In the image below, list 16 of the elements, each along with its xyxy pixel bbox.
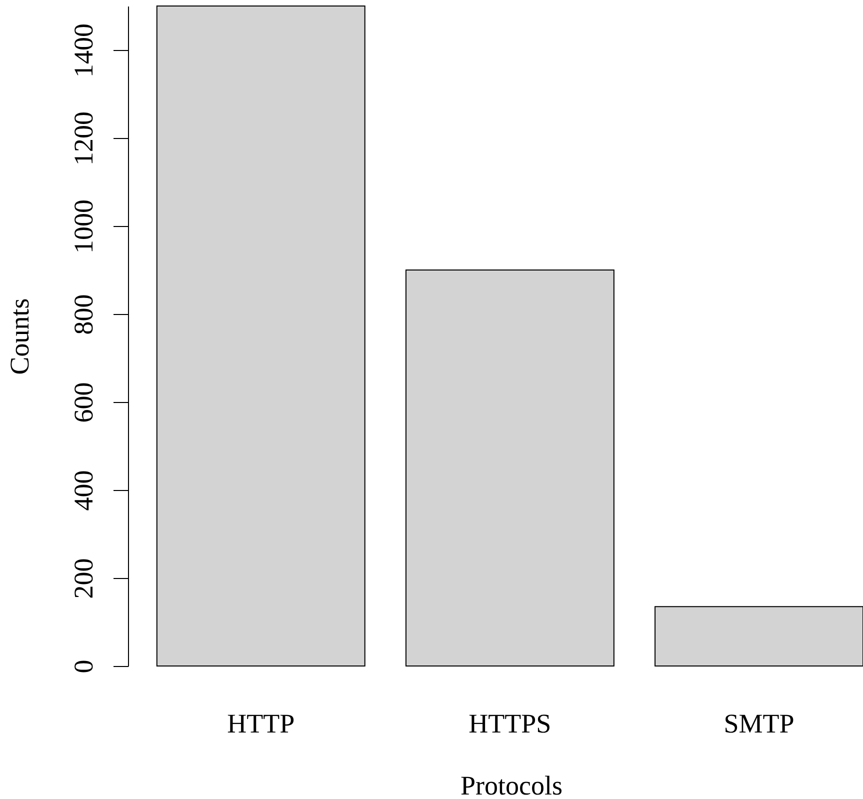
y-tick-label: 0 <box>68 660 98 674</box>
y-tick-label: 1200 <box>68 112 98 166</box>
x-tick-label: SMTP <box>724 708 794 738</box>
y-axis-title: Counts <box>4 298 34 375</box>
x-axis-title: Protocols <box>460 770 563 799</box>
y-tick-label: 800 <box>68 294 98 335</box>
x-tick-label: HTTPS <box>468 708 552 738</box>
bar <box>156 6 366 666</box>
bar <box>405 270 614 666</box>
x-tick-label: HTTP <box>227 708 295 738</box>
y-tick-label: 1000 <box>68 200 98 254</box>
y-tick-label: 1400 <box>68 24 98 78</box>
bar <box>654 606 863 666</box>
y-tick-label: 400 <box>68 470 98 511</box>
y-tick-label: 600 <box>68 382 98 423</box>
y-tick-label: 200 <box>68 558 98 599</box>
